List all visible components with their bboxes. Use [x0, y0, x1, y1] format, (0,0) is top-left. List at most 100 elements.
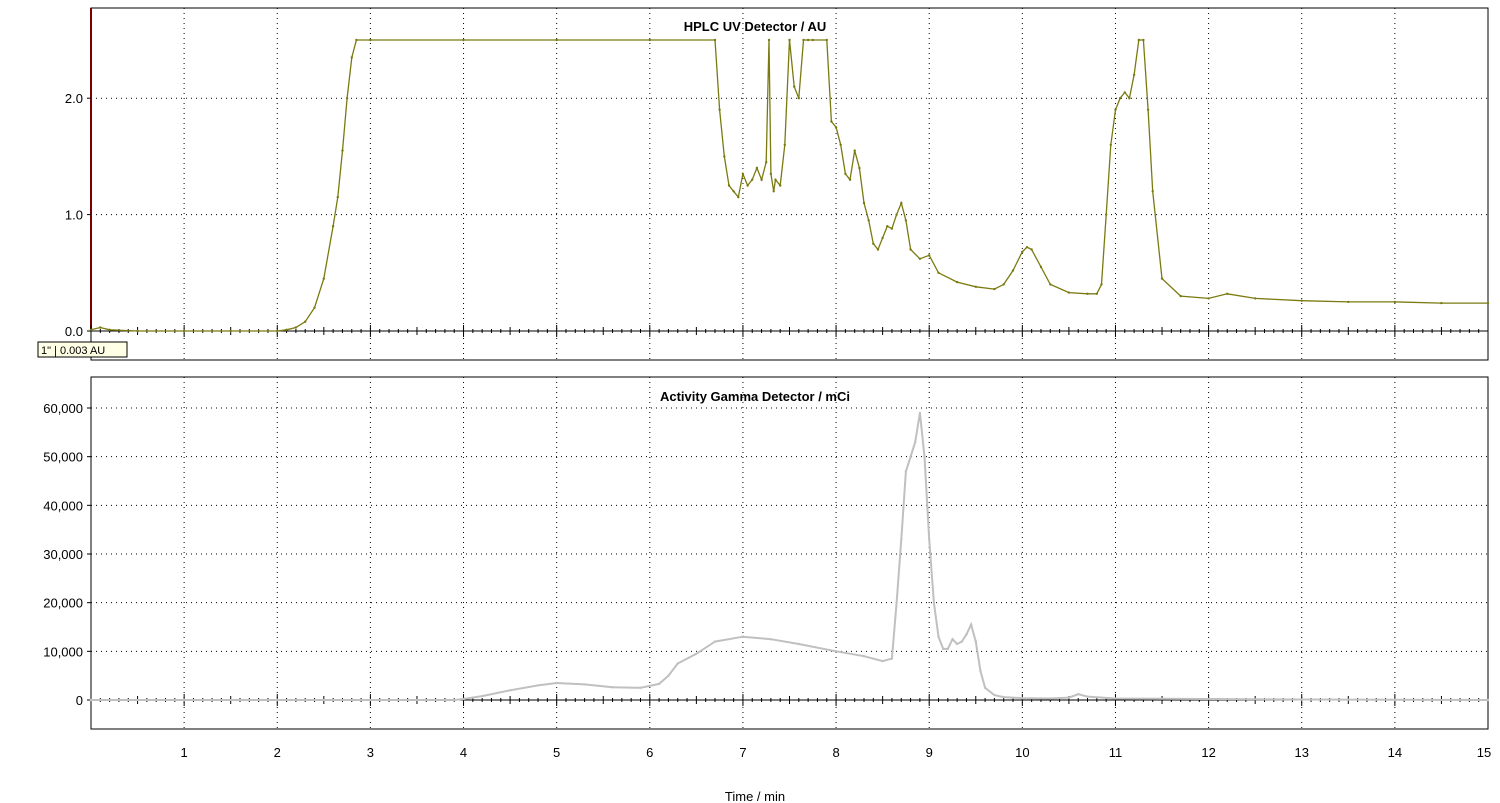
series-point — [923, 455, 926, 458]
series-point — [108, 328, 111, 331]
series-point — [895, 601, 898, 604]
y-tick-label: 50,000 — [43, 450, 83, 465]
series-point — [718, 108, 721, 112]
series-point — [341, 149, 344, 152]
series-point — [1086, 695, 1089, 698]
series-point — [313, 306, 316, 309]
series-point — [1049, 283, 1052, 286]
series-point — [900, 201, 903, 205]
series-point — [858, 166, 861, 170]
series-point — [1300, 698, 1303, 701]
series-point — [732, 190, 735, 193]
series-point — [825, 38, 828, 42]
series-point — [844, 172, 847, 176]
series-point — [993, 693, 996, 697]
x-tick-label: 14 — [1388, 745, 1402, 760]
series-point — [974, 640, 977, 643]
series-point — [772, 190, 775, 193]
x-tick-label: 6 — [646, 745, 653, 760]
series-point — [1105, 213, 1108, 216]
series-point — [1067, 291, 1071, 294]
series-point — [848, 178, 852, 181]
series-point — [928, 538, 931, 541]
series-point — [811, 38, 814, 42]
series-point — [979, 669, 982, 672]
series-point — [462, 697, 465, 701]
series-point — [182, 698, 186, 702]
series-point — [1300, 299, 1303, 302]
series-point — [751, 178, 754, 181]
y-tick-label: 30,000 — [43, 547, 83, 562]
series-point — [1486, 698, 1490, 702]
series-point — [1128, 97, 1131, 100]
series-point — [983, 686, 987, 689]
x-tick-label: 1 — [181, 745, 188, 760]
series-point — [746, 184, 749, 187]
series-point — [713, 640, 717, 643]
series-point — [955, 642, 959, 646]
series-point — [1347, 300, 1350, 304]
y-tick-label: 40,000 — [43, 498, 83, 513]
y-tick-label: 2.0 — [65, 91, 83, 106]
series-point — [182, 329, 186, 333]
series-point — [1095, 292, 1099, 295]
uv-y-tick-labels: 0.0 1.0 2.0 — [65, 91, 91, 339]
series-point — [867, 219, 870, 222]
series-point — [1393, 300, 1397, 304]
series-point — [765, 161, 768, 164]
series-point — [895, 213, 898, 216]
series-point — [462, 38, 465, 42]
x-tick-label: 13 — [1294, 745, 1308, 760]
series-point — [727, 184, 731, 187]
series-point — [881, 659, 884, 663]
cursor-readout-box: 1" | 0.003 AU — [37, 341, 128, 358]
series-point — [676, 662, 679, 665]
y-tick-label: 0.0 — [65, 324, 83, 339]
series-point — [1137, 38, 1141, 42]
series-point — [1440, 301, 1443, 305]
y-tick-label: 20,000 — [43, 596, 83, 611]
y-tick-label: 10,000 — [43, 644, 83, 659]
uv-detector-panel: 0.0 1.0 2.0 HPLC UV Detector / AU 1" | 0.0… — [37, 7, 1490, 361]
series-point — [760, 178, 763, 181]
series-point — [713, 38, 717, 42]
series-point — [741, 635, 745, 638]
series-point — [1226, 292, 1229, 295]
uv-chart-title: HPLC UV Detector / AU — [684, 19, 827, 34]
series-point — [890, 657, 894, 660]
series-point — [932, 601, 936, 604]
series-point — [657, 682, 661, 686]
series-point — [1486, 301, 1490, 305]
series-point — [918, 411, 922, 415]
series-point — [946, 647, 949, 651]
series-point — [89, 328, 93, 331]
series-point — [737, 195, 740, 199]
series-point — [1086, 292, 1089, 295]
series-point — [937, 635, 940, 638]
x-tick-label: 3 — [367, 745, 374, 760]
series-point — [1207, 697, 1210, 701]
x-tick-label: 12 — [1201, 745, 1215, 760]
series-point — [918, 257, 922, 260]
x-tick-label: 10 — [1015, 745, 1029, 760]
series-point — [481, 694, 484, 698]
series-point — [904, 219, 908, 222]
series-point — [1002, 283, 1005, 286]
series-point — [1114, 697, 1117, 700]
series-point — [783, 143, 786, 146]
gamma-chart-title: Activity Gamma Detector / mCi — [660, 389, 850, 404]
uv-grid — [91, 8, 1488, 360]
y-tick-label: 60,000 — [43, 401, 83, 416]
series-point — [862, 201, 866, 205]
series-point — [741, 172, 745, 176]
series-point — [639, 686, 642, 689]
x-tick-label: 9 — [926, 745, 933, 760]
series-point — [955, 280, 959, 284]
series-point — [834, 126, 838, 129]
series-point — [536, 684, 540, 687]
x-tick-label: 11 — [1109, 745, 1123, 760]
series-point — [1179, 294, 1182, 298]
series-point — [508, 689, 512, 692]
gamma-grid — [91, 377, 1488, 729]
